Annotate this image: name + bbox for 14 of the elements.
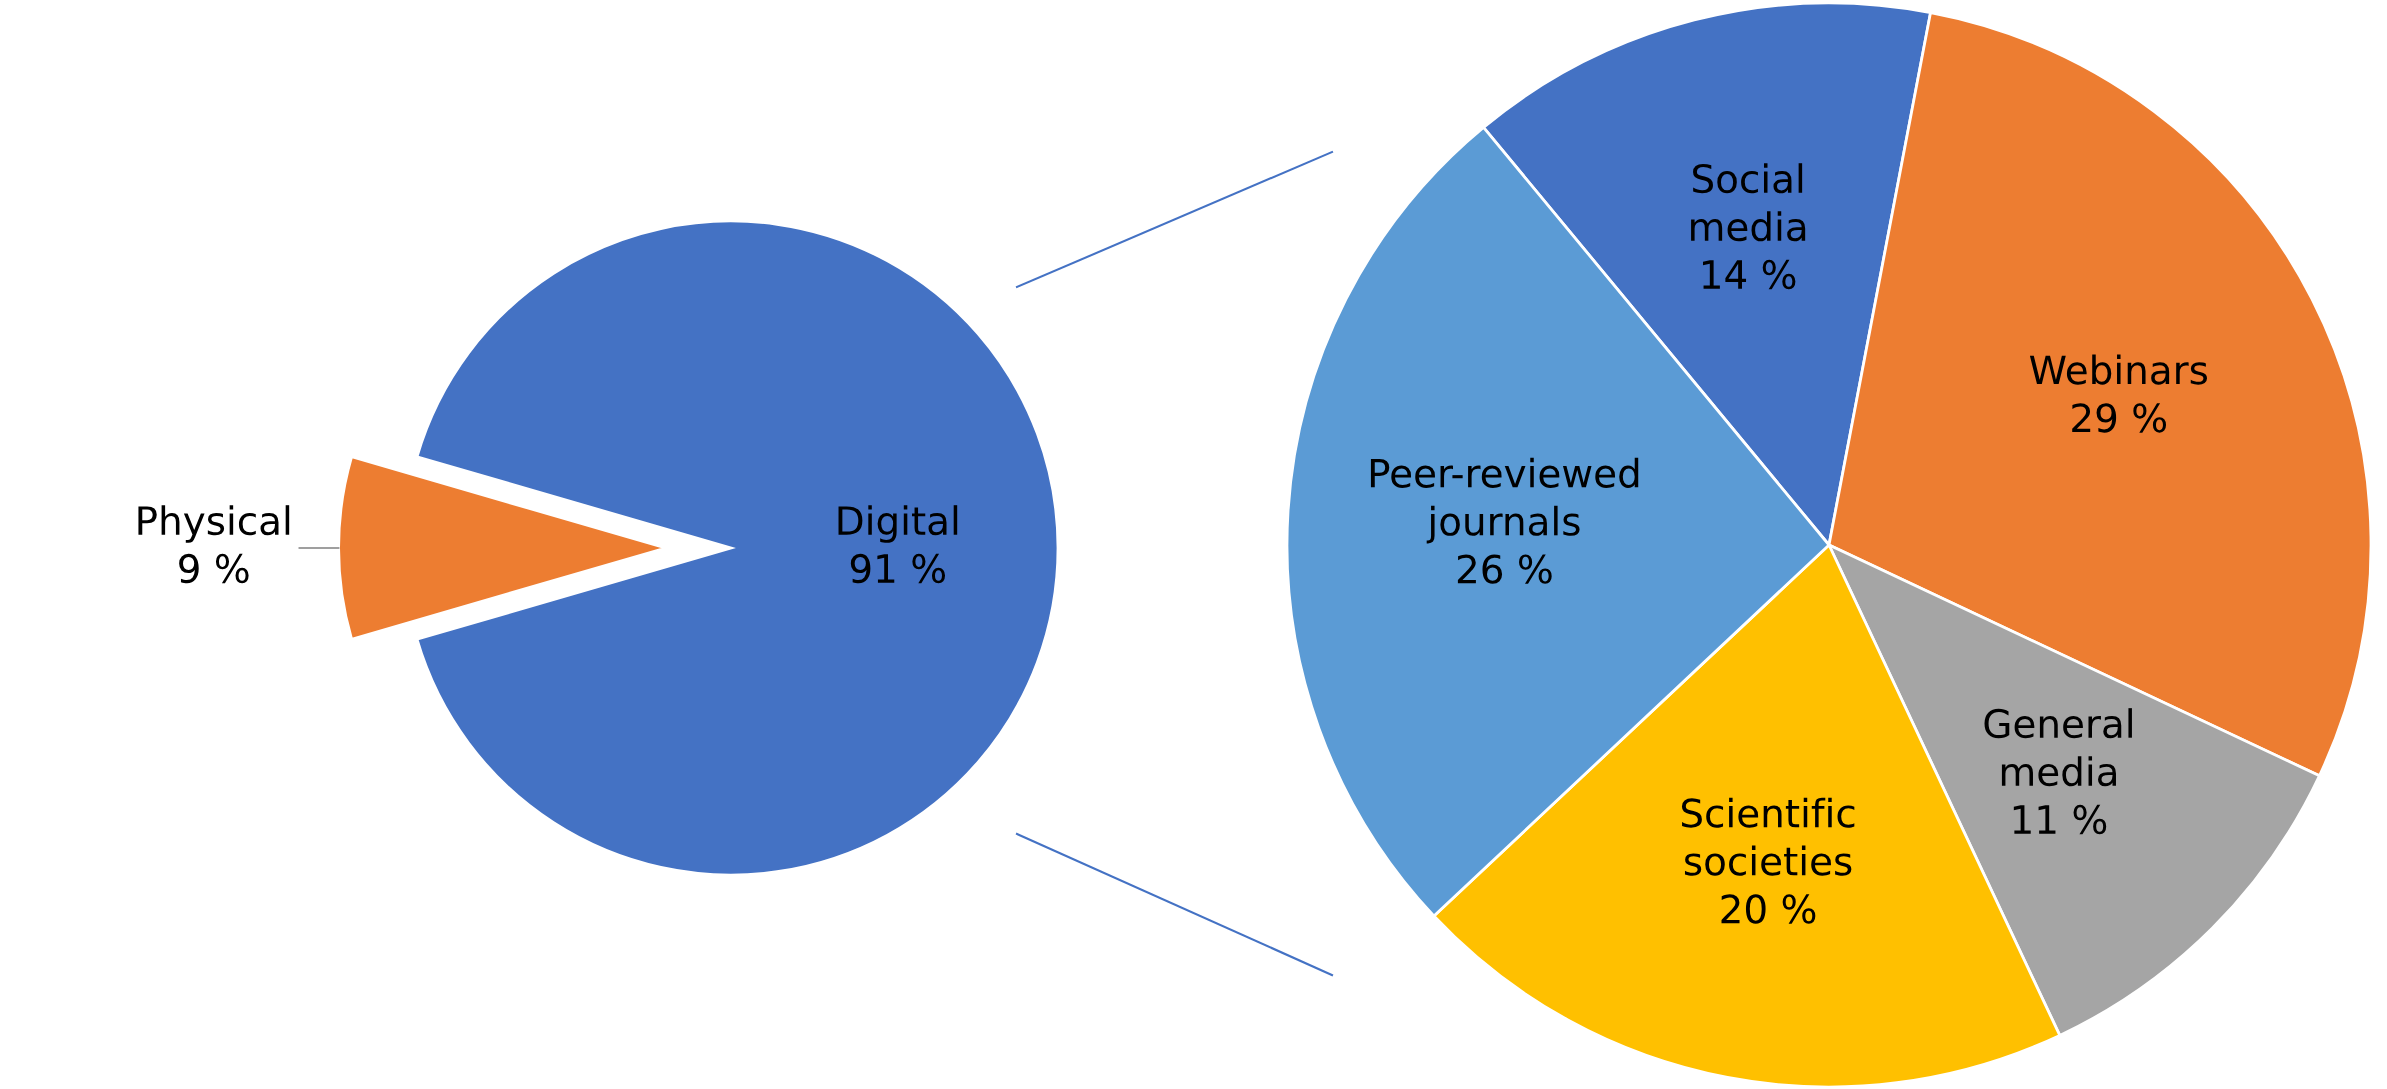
data-label: 20 % xyxy=(1721,894,1816,924)
slice-label: General media xyxy=(1984,708,2132,787)
data-label: 11 % xyxy=(2013,804,2107,835)
data-label: 29 % xyxy=(2072,403,2167,433)
slice-label: Social media xyxy=(1691,163,1806,242)
data-label: 26 % xyxy=(1457,554,1552,584)
data-label: 9 % xyxy=(179,553,249,584)
slice-label: Physical xyxy=(138,505,290,543)
data-label: 91 % xyxy=(850,553,946,584)
slice-label: Peer-reviewed journals xyxy=(1370,457,1639,544)
slice-label: Scientific societies xyxy=(1681,797,1855,876)
slice-label: Digital xyxy=(838,505,958,543)
slice-label: Webinars xyxy=(2029,354,2208,385)
data-label: 14 % xyxy=(1703,259,1796,290)
